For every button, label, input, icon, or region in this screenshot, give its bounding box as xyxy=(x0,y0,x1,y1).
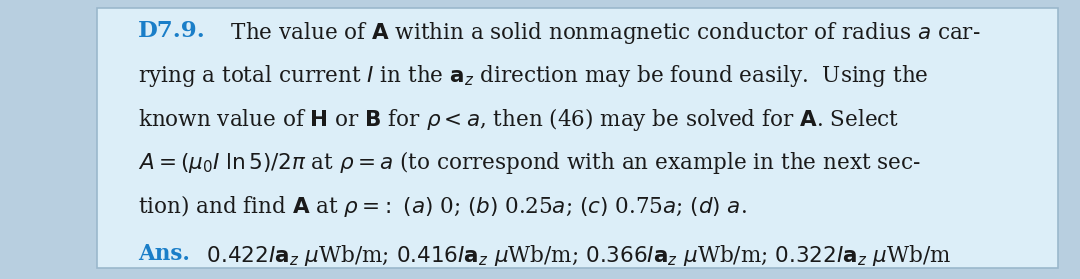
Text: known value of $\mathbf{H}$ or $\mathbf{B}$ for $\rho < a$, then (46) may be sol: known value of $\mathbf{H}$ or $\mathbf{… xyxy=(138,106,900,133)
Text: Ans.: Ans. xyxy=(138,243,190,265)
Text: $A = (\mu_0 I\ \ln 5)/2\pi$ at $\rho = a$ (to correspond with an example in the : $A = (\mu_0 I\ \ln 5)/2\pi$ at $\rho = a… xyxy=(138,149,921,176)
Text: rying a total current $I$ in the $\mathbf{a}_z$ direction may be found easily.  : rying a total current $I$ in the $\mathb… xyxy=(138,63,929,89)
Text: The value of $\mathbf{A}$ within a solid nonmagnetic conductor of radius $a$ car: The value of $\mathbf{A}$ within a solid… xyxy=(217,20,981,45)
Text: tion) and find $\mathbf{A}$ at $\rho =\!:$ $(a)$ 0; $(b)$ 0.25$a$; $(c)$ 0.75$a$: tion) and find $\mathbf{A}$ at $\rho =\!… xyxy=(138,193,747,218)
Text: $0.422I\mathbf{a}_z\ \mu$Wb/m; $0.416I\mathbf{a}_z\ \mu$Wb/m; $0.366I\mathbf{a}_: $0.422I\mathbf{a}_z\ \mu$Wb/m; $0.416I\m… xyxy=(193,243,951,268)
FancyBboxPatch shape xyxy=(97,8,1058,268)
Text: D7.9.: D7.9. xyxy=(138,20,206,42)
